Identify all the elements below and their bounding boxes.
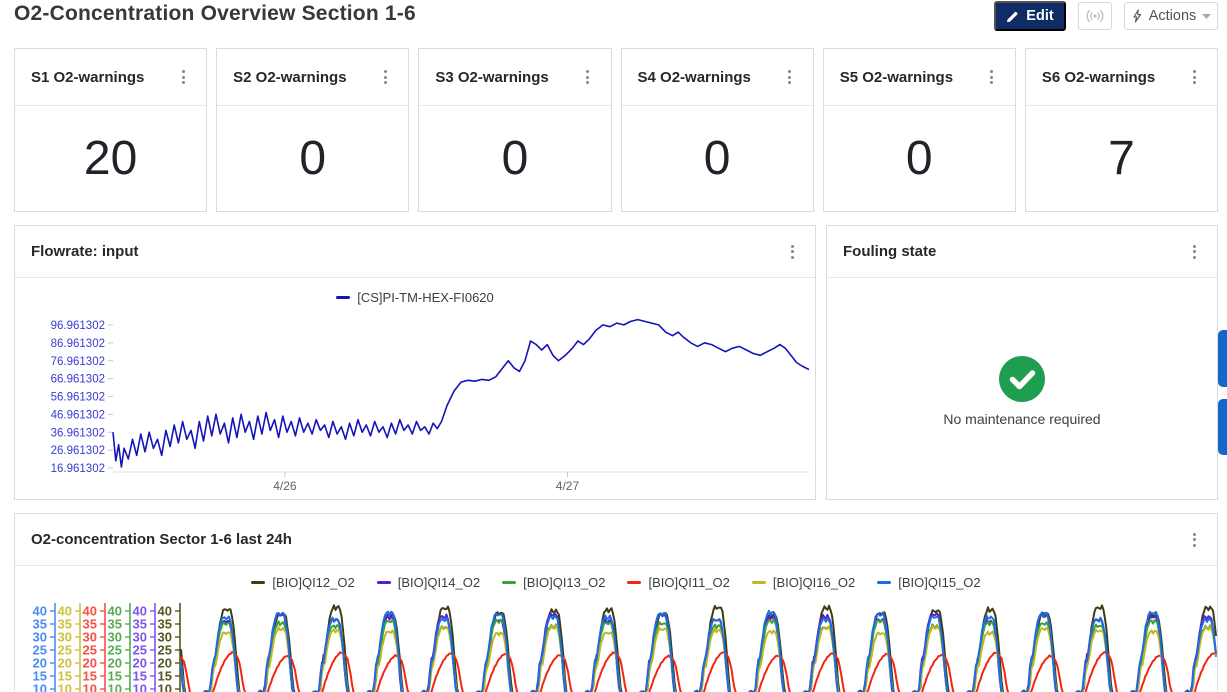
o2-concentration-panel: O2-concentration Sector 1-6 last 24h [BI…	[14, 513, 1218, 691]
stat-card-value: 7	[1108, 135, 1135, 183]
stat-card-value: 0	[502, 135, 529, 183]
legend-item[interactable]: [BIO]QI15_O2	[877, 575, 980, 590]
stat-card-s2: S2 O2-warnings 0	[216, 48, 409, 212]
flowrate-chart[interactable]: 96.961302 86.961302 76.961302 66.961302 56.9…	[15, 307, 815, 499]
flowrate-legend-label: [CS]PI-TM-HEX-FI0620	[357, 290, 494, 305]
svg-text:66.961302: 66.961302	[51, 374, 105, 386]
kebab-menu-icon[interactable]	[981, 66, 1003, 88]
stat-card-title: S1 O2-warnings	[31, 69, 144, 86]
fouling-panel-title: Fouling state	[843, 243, 936, 260]
svg-text:36.961302: 36.961302	[51, 427, 105, 439]
legend-label: [BIO]QI14_O2	[398, 575, 480, 590]
svg-text:56.961302: 56.961302	[51, 392, 105, 404]
legend-label: [BIO]QI15_O2	[898, 575, 980, 590]
flowrate-legend[interactable]: [CS]PI-TM-HEX-FI0620	[15, 290, 815, 305]
stat-card-value: 0	[299, 135, 326, 183]
kebab-menu-icon[interactable]	[577, 66, 599, 88]
legend-swatch	[877, 581, 891, 585]
stat-card-s3: S3 O2-warnings 0	[418, 48, 611, 212]
svg-text:10: 10	[158, 682, 172, 692]
legend-swatch	[502, 581, 516, 585]
lightning-icon	[1131, 9, 1143, 23]
svg-text:16.961302: 16.961302	[51, 463, 105, 475]
svg-text:76.961302: 76.961302	[51, 356, 105, 368]
svg-text:4/27: 4/27	[556, 479, 580, 493]
kebab-menu-icon[interactable]	[374, 66, 396, 88]
stat-card-s5: S5 O2-warnings 0	[823, 48, 1016, 212]
svg-text:10: 10	[58, 682, 72, 692]
check-circle-icon	[999, 356, 1045, 402]
o2-concentration-chart[interactable]: 4035302520151040353025201510403530252015…	[15, 600, 1217, 692]
chevron-down-icon	[1202, 14, 1211, 19]
svg-text:46.961302: 46.961302	[51, 409, 105, 421]
legend-label: [BIO]QI13_O2	[523, 575, 605, 590]
fouling-status: No maintenance required	[827, 278, 1217, 499]
stat-card-s4: S4 O2-warnings 0	[621, 48, 814, 212]
legend-item[interactable]: [BIO]QI11_O2	[627, 575, 729, 590]
stat-card-title: S2 O2-warnings	[233, 69, 346, 86]
kebab-menu-icon[interactable]	[1183, 66, 1205, 88]
legend-item[interactable]: [BIO]QI12_O2	[251, 575, 354, 590]
pencil-icon	[1006, 10, 1019, 23]
legend-label: [BIO]QI12_O2	[272, 575, 354, 590]
kebab-menu-icon[interactable]	[1183, 529, 1205, 551]
flowrate-panel-title: Flowrate: input	[31, 243, 139, 260]
edit-button[interactable]: Edit	[994, 1, 1066, 31]
svg-text:96.961302: 96.961302	[51, 320, 105, 332]
side-tab[interactable]	[1218, 399, 1227, 455]
topbar-buttons: Edit Actions	[994, 1, 1218, 31]
o2-legend: [BIO]QI12_O2 [BIO]QI14_O2 [BIO]QI13_O2 […	[15, 575, 1217, 590]
kebab-menu-icon[interactable]	[172, 66, 194, 88]
stat-card-title: S3 O2-warnings	[435, 69, 548, 86]
stat-card-title: S4 O2-warnings	[638, 69, 751, 86]
stat-card-s1: S1 O2-warnings 20	[14, 48, 207, 212]
flowrate-panel: Flowrate: input [CS]PI-TM-HEX-FI0620 96.…	[14, 225, 816, 500]
legend-swatch	[377, 581, 391, 585]
broadcast-icon	[1085, 9, 1105, 23]
legend-item[interactable]: [BIO]QI13_O2	[502, 575, 605, 590]
stat-card-row: S1 O2-warnings 20 S2 O2-warnings 0 S3 O2…	[14, 48, 1218, 212]
stat-card-s6: S6 O2-warnings 7	[1025, 48, 1218, 212]
side-tab[interactable]	[1218, 330, 1227, 387]
stat-card-title: S5 O2-warnings	[840, 69, 953, 86]
actions-button-label: Actions	[1149, 8, 1197, 24]
fouling-panel: Fouling state No maintenance required	[826, 225, 1218, 500]
svg-text:10: 10	[108, 682, 122, 692]
o2-panel-title: O2-concentration Sector 1-6 last 24h	[31, 531, 292, 548]
legend-swatch	[251, 581, 265, 585]
legend-swatch	[627, 581, 641, 585]
actions-button[interactable]: Actions	[1124, 2, 1218, 30]
edit-button-label: Edit	[1026, 8, 1053, 24]
fouling-status-text: No maintenance required	[943, 411, 1100, 427]
svg-text:10: 10	[133, 682, 147, 692]
stat-card-value: 0	[906, 135, 933, 183]
legend-item[interactable]: [BIO]QI16_O2	[752, 575, 855, 590]
kebab-menu-icon[interactable]	[781, 241, 803, 263]
legend-swatch	[752, 581, 766, 585]
stat-card-value: 20	[84, 135, 137, 183]
legend-label: [BIO]QI11_O2	[648, 575, 729, 590]
page-title: O2-Concentration Overview Section 1-6	[14, 2, 416, 26]
broadcast-button[interactable]	[1078, 2, 1112, 30]
svg-text:4/26: 4/26	[273, 479, 297, 493]
legend-item[interactable]: [BIO]QI14_O2	[377, 575, 480, 590]
kebab-menu-icon[interactable]	[779, 66, 801, 88]
svg-text:10: 10	[83, 682, 97, 692]
svg-text:26.961302: 26.961302	[51, 445, 105, 457]
kebab-menu-icon[interactable]	[1183, 241, 1205, 263]
svg-text:10: 10	[33, 682, 47, 692]
legend-swatch	[336, 296, 350, 300]
stat-card-value: 0	[704, 135, 731, 183]
svg-text:86.961302: 86.961302	[51, 338, 105, 350]
stat-card-title: S6 O2-warnings	[1042, 69, 1155, 86]
legend-label: [BIO]QI16_O2	[773, 575, 855, 590]
